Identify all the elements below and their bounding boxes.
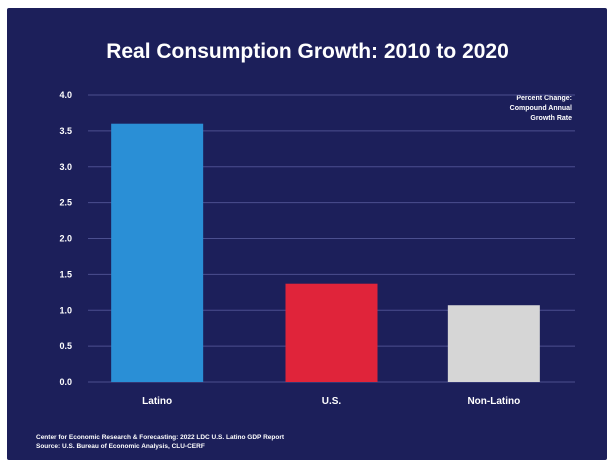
y-tick-label: 4.0 (59, 90, 72, 100)
chart-background (7, 8, 607, 460)
chart-title: Real Consumption Growth: 2010 to 2020 (106, 40, 509, 63)
source-line: Source: U.S. Bureau of Economic Analysis… (36, 443, 205, 450)
annotation-line: Percent Change: (516, 95, 572, 102)
x-tick-label: U.S. (322, 396, 342, 407)
x-tick-label: Non-Latino (467, 396, 520, 407)
bar (285, 283, 378, 382)
y-tick-label: 0.0 (59, 377, 72, 387)
annotation-line: Growth Rate (530, 115, 572, 122)
y-tick-label: 0.5 (59, 341, 72, 351)
x-tick-label: Latino (142, 396, 172, 407)
y-tick-label: 3.0 (59, 162, 72, 172)
y-tick-label: 1.0 (59, 305, 72, 315)
chart-annotation: Percent Change: Compound Annual Growth R… (462, 94, 572, 124)
y-tick-label: 1.5 (59, 269, 72, 279)
source-note: Center for Economic Research & Forecasti… (36, 433, 284, 451)
y-tick-label: 3.5 (59, 126, 72, 136)
bar (111, 123, 204, 382)
y-tick-label: 2.5 (59, 198, 72, 208)
source-line: Center for Economic Research & Forecasti… (36, 434, 285, 441)
bar (447, 305, 540, 382)
y-tick-label: 2.0 (59, 234, 72, 244)
annotation-line: Compound Annual (509, 105, 572, 112)
